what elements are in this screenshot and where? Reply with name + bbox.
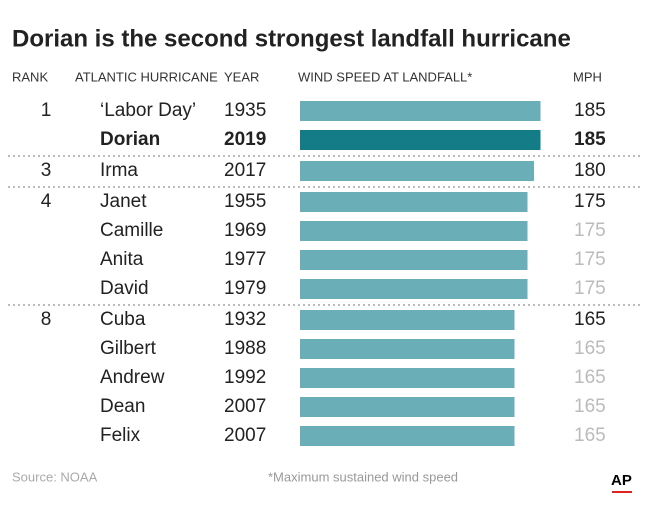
hurricane-name: Irma bbox=[100, 160, 138, 181]
bar bbox=[300, 161, 534, 181]
hurricane-name: Dorian bbox=[100, 129, 160, 150]
value-label: 165 bbox=[574, 367, 606, 388]
value-label: 175 bbox=[574, 249, 606, 270]
rank: 1 bbox=[41, 100, 52, 121]
bar bbox=[300, 397, 515, 417]
value-label: 175 bbox=[574, 191, 606, 212]
bar bbox=[300, 192, 528, 212]
hurricane-name: Felix bbox=[100, 425, 141, 446]
hurricane-name: Cuba bbox=[100, 309, 146, 330]
logo: AP bbox=[611, 472, 632, 489]
hurricane-name: Janet bbox=[100, 191, 147, 212]
value-label: 165 bbox=[574, 396, 606, 417]
value-label: 165 bbox=[574, 309, 606, 330]
rank: 3 bbox=[41, 160, 52, 181]
hurricane-name: David bbox=[100, 278, 149, 299]
value-label: 165 bbox=[574, 338, 606, 359]
year: 1955 bbox=[224, 191, 266, 212]
bar bbox=[300, 426, 515, 446]
year: 1969 bbox=[224, 220, 266, 241]
year: 1935 bbox=[224, 100, 266, 121]
footnote: *Maximum sustained wind speed bbox=[268, 469, 458, 484]
year: 1988 bbox=[224, 338, 266, 359]
year: 2017 bbox=[224, 160, 266, 181]
value-label: 180 bbox=[574, 160, 606, 181]
bar bbox=[300, 339, 515, 359]
rank: 8 bbox=[41, 309, 52, 330]
hurricane-name: Dean bbox=[100, 396, 145, 417]
bar bbox=[300, 279, 528, 299]
year: 2007 bbox=[224, 396, 266, 417]
year: 1977 bbox=[224, 249, 266, 270]
year: 2007 bbox=[224, 425, 266, 446]
hurricane-name: Gilbert bbox=[100, 338, 157, 359]
rank: 4 bbox=[41, 191, 52, 212]
hurricane-name: Anita bbox=[100, 249, 144, 270]
value-label: 165 bbox=[574, 425, 606, 446]
hurricane-name: Andrew bbox=[100, 367, 165, 388]
hurricane-name: Camille bbox=[100, 220, 163, 241]
bar bbox=[300, 101, 541, 121]
value-header: MPH bbox=[573, 69, 602, 84]
value-label: 175 bbox=[574, 278, 606, 299]
year: 1932 bbox=[224, 309, 266, 330]
bar bbox=[300, 368, 515, 388]
bar bbox=[300, 221, 528, 241]
bar bbox=[300, 130, 541, 150]
bar-header: WIND SPEED AT LANDFALL* bbox=[298, 69, 472, 84]
name-header: ATLANTIC HURRICANE bbox=[75, 69, 218, 84]
value-label: 175 bbox=[574, 220, 606, 241]
rank-header: RANK bbox=[12, 69, 48, 84]
value-label: 185 bbox=[574, 129, 606, 150]
year: 1979 bbox=[224, 278, 266, 299]
bar bbox=[300, 310, 515, 330]
value-label: 185 bbox=[574, 100, 606, 121]
bar bbox=[300, 250, 528, 270]
source: Source: NOAA bbox=[12, 469, 98, 484]
year-header: YEAR bbox=[224, 69, 259, 84]
chart-title: Dorian is the second strongest landfall … bbox=[12, 25, 571, 52]
hurricane-name: ‘Labor Day’ bbox=[100, 100, 196, 121]
year: 2019 bbox=[224, 129, 266, 150]
year: 1992 bbox=[224, 367, 266, 388]
